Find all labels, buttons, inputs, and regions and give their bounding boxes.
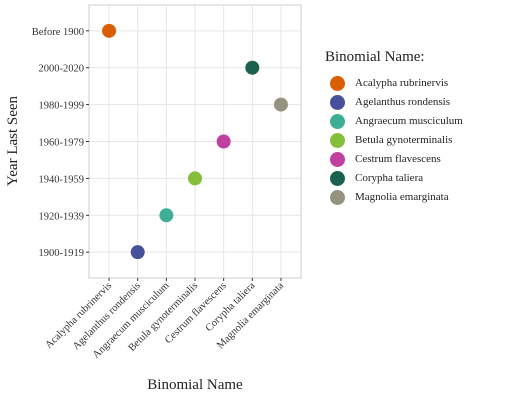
legend-swatch [330,190,345,205]
y-tick-label: 1980-1999 [39,101,85,112]
legend-items: Acalypha rubrinervis Agelanthus rondensis… [325,74,515,207]
legend-item: Cestrum flavescens [325,150,515,169]
legend-swatch [330,95,345,110]
grid [89,5,301,278]
data-point [159,208,174,223]
legend: Binomial Name: Acalypha rubrinervis Agela… [325,49,515,207]
legend-swatch [330,133,345,148]
data-point [130,245,145,260]
legend-label: Angraecum musciculum [355,115,463,127]
legend-title: Binomial Name: [325,49,425,65]
data-point [216,134,231,149]
y-axis-ticks: 1900-1919 1920-1939 1940-1959 1960-1979 1980… [32,27,89,259]
legend-label: Magnolia emarginata [355,191,449,203]
legend-item: Angraecum musciculum [325,112,515,131]
x-axis-title: Binomial Name [147,377,243,393]
y-tick-label: 1960-1979 [39,138,85,149]
legend-label: Corypha taliera [355,172,424,184]
y-tick-label: 1920-1939 [39,211,85,222]
y-tick-label: Before 1900 [32,27,84,38]
y-tick-label: 1940-1959 [39,174,85,185]
data-point [102,23,117,38]
legend-swatch [330,76,345,91]
legend-item: Betula gynoterminalis [325,131,515,150]
legend-item: Corypha taliera [325,169,515,188]
legend-swatch [330,171,345,186]
data-point [245,60,260,75]
data-point [273,97,288,112]
legend-item: Magnolia emarginata [325,188,515,207]
points [102,23,288,260]
legend-label: Betula gynoterminalis [355,134,453,146]
legend-item: Agelanthus rondensis [325,93,515,112]
y-tick-label: 1900-1919 [39,248,85,259]
legend-label: Acalypha rubrinervis [355,77,449,89]
y-axis-title: Year Last Seen [5,95,21,186]
y-tick-label: 2000-2020 [39,64,85,75]
legend-swatch [330,152,345,167]
data-point [188,171,202,186]
legend-swatch [330,114,345,129]
legend-label: Cestrum flavescens [355,153,441,165]
legend-item: Acalypha rubrinervis [325,74,515,93]
legend-label: Agelanthus rondensis [355,96,451,108]
